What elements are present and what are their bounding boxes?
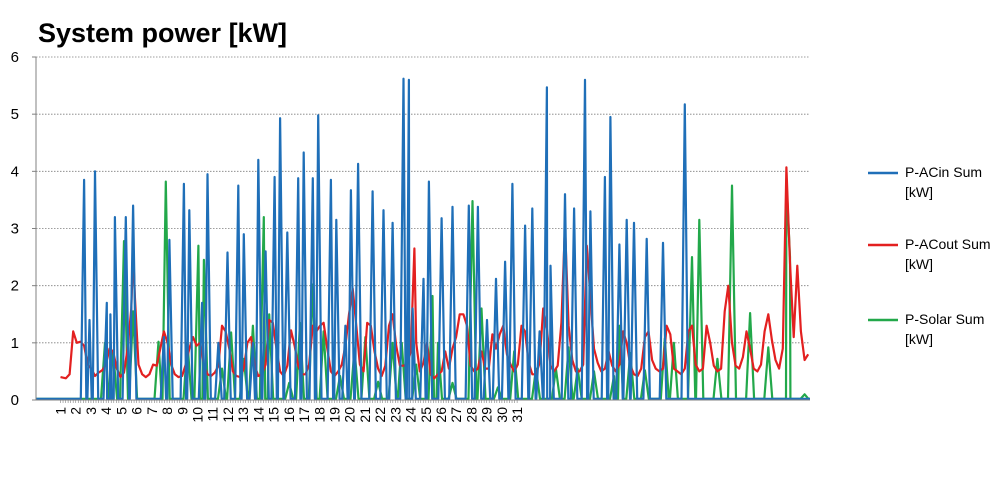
- legend-label-acout: P-ACout Sum: [905, 236, 991, 252]
- x-tick-label: 1: [52, 407, 68, 415]
- legend-entry-acout: P-ACout Sum [kW]: [868, 236, 991, 272]
- x-tick-label: 24: [403, 407, 419, 423]
- x-tick-label: 31: [509, 407, 525, 423]
- x-axis-ticks: 1 2 3 4 5 6 7 8 9 10 11 12 13 14 15 16 17 18 19 20 21 22 23 24 2…: [52, 400, 525, 423]
- x-tick-label: 11: [205, 407, 221, 422]
- x-tick-label: 29: [479, 407, 495, 423]
- x-tick-label: 30: [494, 407, 510, 423]
- y-tick-label: 4: [11, 163, 19, 180]
- y-tick-label: 3: [11, 221, 19, 238]
- chart-title: System power [kW]: [38, 18, 287, 48]
- x-tick-label: 12: [220, 407, 236, 423]
- series-line-acin: [36, 77, 810, 400]
- legend-entry-acin: P-ACin Sum [kW]: [868, 164, 982, 200]
- y-tick-label: 5: [11, 106, 19, 123]
- x-tick-label: 5: [113, 407, 129, 415]
- x-tick-label: 8: [159, 407, 175, 415]
- legend-unit-solar: [kW]: [905, 331, 933, 347]
- x-tick-label: 16: [281, 407, 297, 423]
- x-tick-label: 25: [418, 407, 434, 423]
- x-tick-label: 27: [448, 407, 464, 423]
- y-tick-label: 2: [11, 278, 19, 295]
- legend-entry-solar: P-Solar Sum [kW]: [868, 311, 984, 347]
- x-tick-label: 2: [68, 407, 84, 415]
- series-layer: [36, 77, 810, 400]
- x-tick-label: 17: [296, 407, 312, 423]
- x-tick-label: 7: [144, 407, 160, 415]
- legend-unit-acout: [kW]: [905, 256, 933, 272]
- legend: P-ACin Sum [kW] P-ACout Sum [kW] P-Solar…: [868, 164, 991, 347]
- y-tick-label: 0: [11, 392, 19, 409]
- legend-label-acin: P-ACin Sum: [905, 164, 982, 180]
- x-tick-label: 28: [463, 407, 479, 423]
- x-tick-label: 23: [387, 407, 403, 423]
- x-tick-label: 3: [83, 407, 99, 415]
- x-tick-label: 14: [250, 407, 266, 423]
- x-tick-label: 20: [342, 407, 358, 423]
- x-tick-label: 15: [266, 407, 282, 423]
- x-tick-label: 18: [311, 407, 327, 423]
- y-tick-label: 1: [11, 335, 19, 352]
- x-tick-label: 22: [372, 407, 388, 423]
- legend-unit-acin: [kW]: [905, 184, 933, 200]
- legend-label-solar: P-Solar Sum: [905, 311, 984, 327]
- y-tick-label: 6: [11, 49, 19, 66]
- x-tick-label: 10: [189, 407, 205, 423]
- x-tick-label: 21: [357, 407, 373, 423]
- x-tick-label: 26: [433, 407, 449, 423]
- x-tick-label: 19: [326, 407, 342, 423]
- x-tick-label: 9: [174, 407, 190, 415]
- x-tick-label: 6: [129, 407, 145, 415]
- x-tick-label: 4: [98, 407, 114, 415]
- x-tick-label: 13: [235, 407, 251, 423]
- y-axis-ticks: 0 1 2 3 4 5 6: [11, 49, 36, 409]
